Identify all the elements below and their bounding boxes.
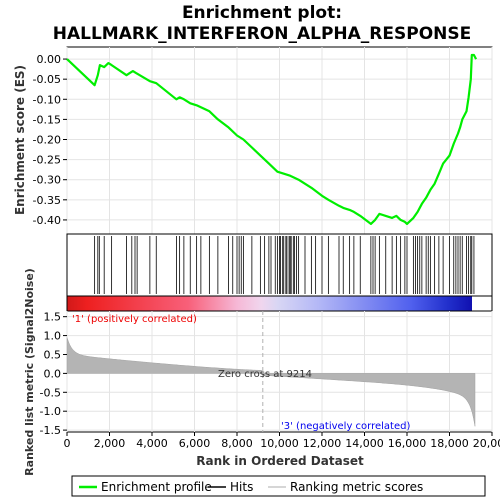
x-tick-label: 6,000: [179, 437, 211, 450]
enrichment-profile-line: [66, 53, 478, 225]
x-tick-label: 18,000: [430, 437, 469, 450]
metric-tick-label: -1.0: [40, 405, 61, 418]
chart-title-line1: Enrichment plot:: [182, 3, 342, 23]
x-axis-label: Rank in Ordered Dataset: [196, 454, 364, 468]
es-tick-label: -0.25: [33, 154, 61, 167]
legend-enrichment-profile: Enrichment profile: [101, 480, 212, 494]
es-tick-label: -0.10: [33, 93, 61, 106]
legend-ranking-metric: Ranking metric scores: [290, 480, 423, 494]
es-y-axis-label: Enrichment score (ES): [13, 65, 27, 215]
x-tick-label: 2,000: [94, 437, 126, 450]
hit-lines: [94, 236, 475, 294]
metric-y-ticks: 1.5 1.0 0.5 0.0 -0.5 -1.0 -1.5: [40, 311, 67, 437]
es-tick-label: -0.20: [33, 133, 61, 146]
metric-tick-label: -1.5: [40, 424, 61, 437]
negative-correlation-label: '3' (negatively correlated): [281, 421, 410, 432]
es-tick-label: -0.15: [33, 113, 61, 126]
x-tick-label: 12,000: [303, 437, 342, 450]
metric-tick-label: 0.5: [44, 348, 62, 361]
zero-cross-label: Zero cross at 9214: [218, 369, 312, 380]
es-panel: 0.00 -0.05 -0.10 -0.15 -0.20 -0.25 -0.30 -0.35 -…: [33, 46, 493, 235]
x-tick-label: 4,000: [136, 437, 168, 450]
metric-tick-label: -0.5: [40, 386, 61, 399]
x-tick-label: 10,000: [260, 437, 299, 450]
x-tick-label: 14,000: [345, 437, 384, 450]
es-y-ticks: 0.00 -0.05 -0.10 -0.15 -0.20 -0.25 -0.30 -0.35 -…: [33, 53, 67, 227]
ranking-color-bar: [67, 296, 472, 311]
es-tick-label: -0.35: [33, 194, 61, 207]
es-grid: [66, 47, 493, 234]
x-tick-label: 0: [64, 437, 71, 450]
legend-hits: Hits: [230, 480, 253, 494]
x-tick-label: 20,000: [473, 437, 500, 450]
x-axis-ticks: 0 2,000 4,000 6,000 8,000 10,000 12,000 14,000 1…: [64, 432, 500, 450]
chart-title-line2: HALLMARK_INTERFERON_ALPHA_RESPONSE: [53, 24, 472, 44]
metric-tick-label: 1.0: [44, 330, 62, 343]
x-tick-label: 16,000: [388, 437, 427, 450]
hits-panel: [66, 233, 493, 297]
es-tick-label: -0.40: [33, 214, 61, 227]
ranking-metric-area: [66, 337, 476, 427]
metric-tick-label: 0.0: [44, 367, 62, 380]
positive-correlation-label: '1' (positively correlated): [72, 314, 197, 325]
x-tick-label: 8,000: [221, 437, 253, 450]
es-tick-label: -0.30: [33, 174, 61, 187]
legend: Enrichment profile Hits Ranking metric s…: [71, 475, 486, 497]
metric-panel: 1.5 1.0 0.5 0.0 -0.5 -1.0 -1.5 '1' (positively…: [40, 310, 493, 437]
legend-frame: [71, 475, 486, 497]
metric-tick-label: 1.5: [44, 311, 62, 324]
es-tick-label: 0.00: [37, 53, 62, 66]
metric-y-axis-label: Ranked list metric (Signal2Noise): [23, 268, 36, 476]
es-tick-label: -0.05: [33, 73, 61, 86]
